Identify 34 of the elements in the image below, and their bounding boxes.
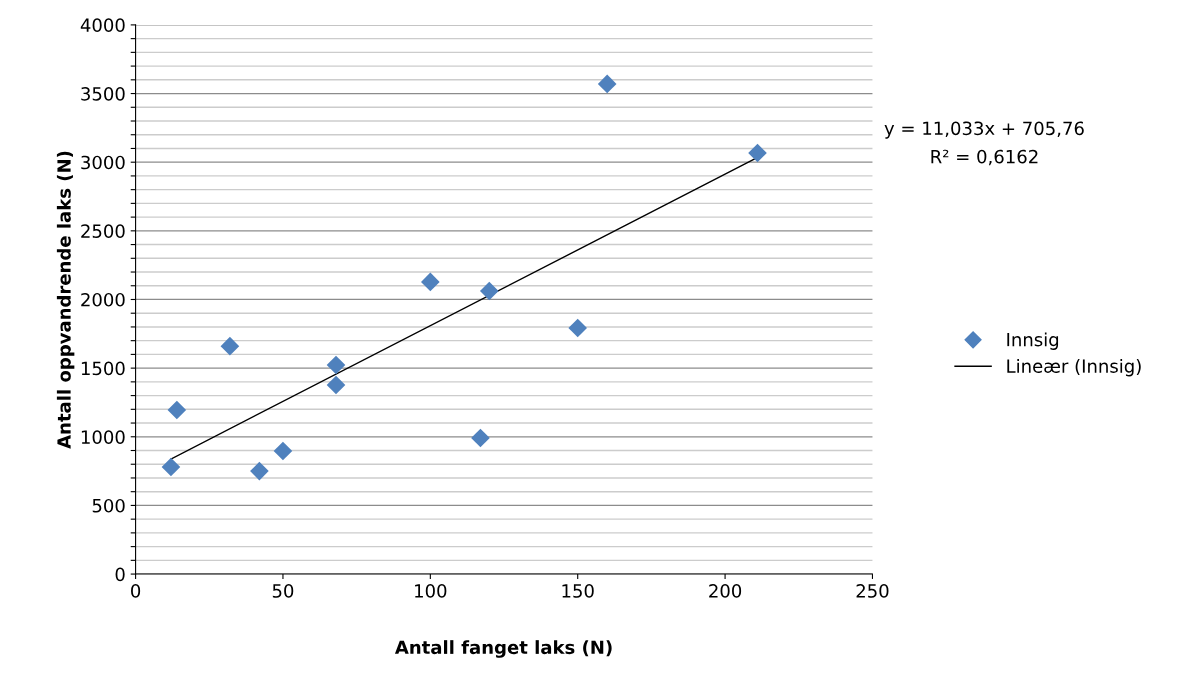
point — [597, 74, 617, 94]
point — [421, 272, 440, 292]
x-tick-label: 100 — [415, 584, 447, 598]
point — [161, 457, 181, 477]
y-tick-label: 2000 — [81, 292, 125, 307]
y-tick-label: 1500 — [81, 361, 125, 376]
x-tick-label: 150 — [562, 584, 594, 598]
text: R² = 0,6162 — [931, 149, 1038, 166]
x-axis-title: Antall fanget laks (N) — [394, 640, 612, 658]
y-tick-label: 500 — [92, 498, 125, 513]
y-axis-title: Antall oppvandrende laks (N) — [56, 151, 75, 449]
point — [471, 428, 490, 448]
text: y = 11,033x + 705,76 — [884, 121, 1084, 139]
x-tick-label: 200 — [709, 584, 742, 598]
point — [479, 281, 499, 301]
legend-label: Lineær (Innsig) — [1007, 358, 1141, 377]
point — [273, 441, 293, 461]
point — [250, 461, 269, 481]
point — [326, 375, 346, 395]
y-tick-label: 3500 — [81, 87, 125, 101]
point — [568, 318, 588, 338]
point — [167, 400, 187, 420]
x-tick-label: 0 — [131, 584, 141, 598]
legend-label: Innsig — [1007, 332, 1059, 350]
y-tick-label: 4000 — [80, 18, 125, 33]
x-tick-label: 50 — [272, 584, 294, 598]
point — [326, 355, 346, 375]
y-tick-label: 1000 — [81, 430, 125, 444]
x-tick-label: 250 — [856, 584, 889, 598]
y-tick-label: 2500 — [81, 224, 125, 238]
point — [220, 336, 240, 356]
y-tick-label: 0 — [115, 567, 125, 582]
y-tick-label: 3000 — [81, 155, 125, 170]
point — [748, 143, 767, 163]
